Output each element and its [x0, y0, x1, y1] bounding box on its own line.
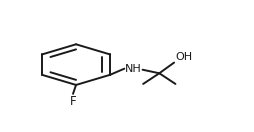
Text: NH: NH [125, 64, 141, 74]
Text: F: F [70, 95, 76, 108]
Text: OH: OH [175, 52, 192, 62]
